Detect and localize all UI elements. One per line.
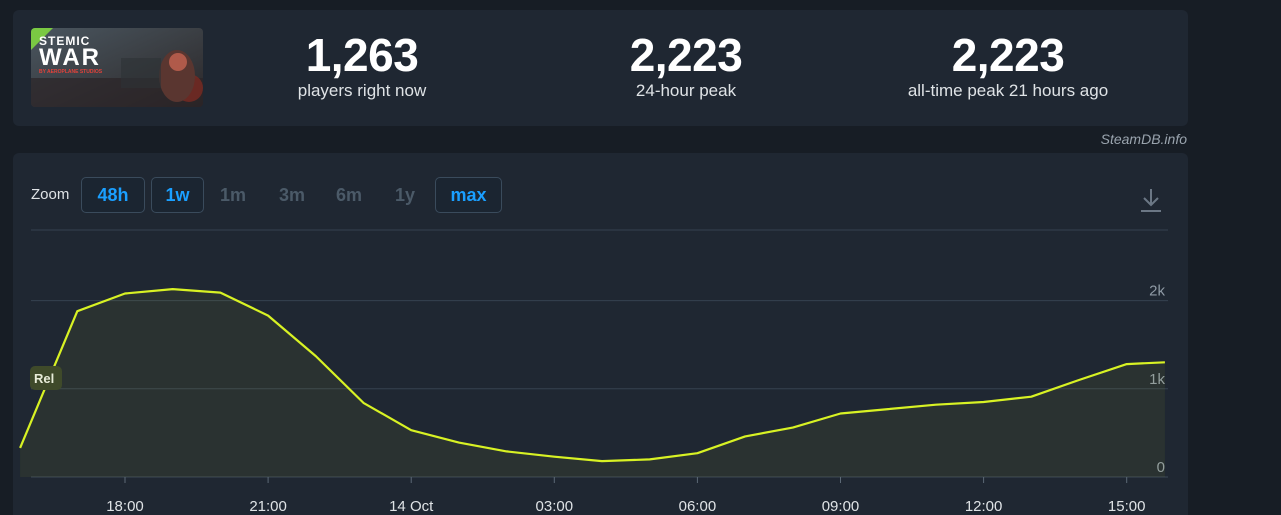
stat-24h-peak: 2,223 24-hour peak	[586, 30, 786, 102]
thumb-title-line2: WAR	[39, 44, 101, 71]
zoom-1m-button[interactable]: 1m	[219, 184, 246, 205]
stat-value: 1,263	[305, 29, 419, 81]
stat-label: 24-hour peak	[635, 81, 737, 100]
x-tick-label: 03:00	[536, 498, 574, 515]
steamdb-credit[interactable]: SteamDB.info	[1100, 131, 1187, 147]
zoom-1w-button[interactable]: 1w	[151, 177, 204, 213]
series-line	[19, 288, 1165, 463]
download-icon[interactable]	[1139, 187, 1163, 213]
stat-label: players right now	[297, 81, 427, 100]
y-tick-label: 2k	[1149, 283, 1165, 300]
right-gutter	[1188, 0, 1281, 515]
x-tick-label: 18:00	[106, 498, 144, 515]
x-tick-label: 21:00	[249, 498, 287, 515]
release-marker-badge[interactable]: Rel	[30, 366, 62, 390]
chart-panel: 0 1k 2k 18:00 21:00 14 Oct 03:00 06:00 09:00 12:0…	[13, 153, 1188, 515]
zoom-1y-button[interactable]: 1y	[394, 184, 416, 205]
x-tick-label: 12:00	[965, 498, 1003, 515]
game-thumbnail[interactable]: STEMIC WAR BY AEROPLANE STUDIOS	[31, 28, 203, 107]
x-tick-label: 15:00	[1108, 498, 1146, 515]
stats-panel: STEMIC WAR BY AEROPLANE STUDIOS 1,263 pl…	[13, 10, 1188, 126]
zoom-max-button[interactable]: max	[435, 177, 502, 213]
stat-label: all-time peak 21 hours ago	[907, 81, 1109, 100]
stat-players-now: 1,263 players right now	[262, 30, 462, 102]
x-tick-label: 14 Oct	[389, 498, 434, 515]
series-area	[20, 289, 1165, 477]
player-count-chart: 0 1k 2k 18:00 21:00 14 Oct 03:00 06:00 09:00 12:0…	[19, 229, 1168, 515]
x-tick-label: 09:00	[822, 498, 860, 515]
zoom-48h-button[interactable]: 48h	[81, 177, 145, 213]
zoom-3m-button[interactable]: 3m	[278, 184, 305, 205]
zoom-6m-button[interactable]: 6m	[335, 184, 362, 205]
zoom-label: Zoom	[31, 186, 70, 203]
thumb-title-line1: STEMIC	[39, 34, 91, 48]
stat-value: 2,223	[629, 29, 743, 81]
stat-all-time-peak: 2,223 all-time peak 21 hours ago	[858, 30, 1158, 102]
y-tick-label: 0	[1157, 459, 1165, 476]
stat-value: 2,223	[951, 29, 1065, 81]
x-tick-label: 06:00	[679, 498, 717, 515]
y-tick-label: 1k	[1149, 371, 1165, 388]
thumb-subtitle: BY AEROPLANE STUDIOS	[39, 69, 103, 75]
